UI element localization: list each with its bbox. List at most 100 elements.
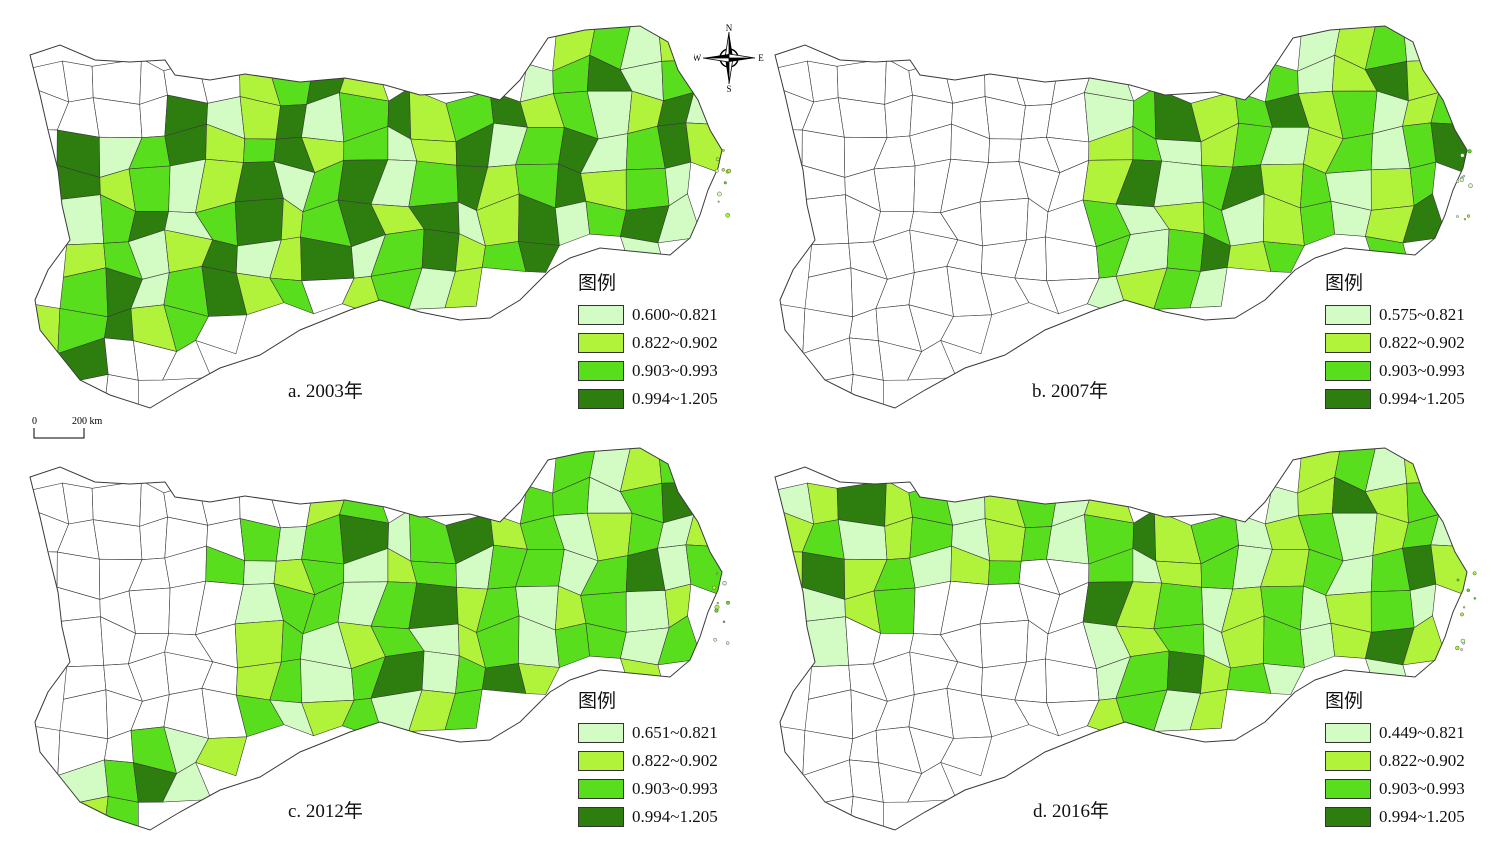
island-region (715, 572, 719, 575)
region-outline (774, 447, 1468, 831)
island-region (722, 620, 726, 624)
map-region (421, 228, 460, 272)
map-region (1263, 241, 1305, 273)
island-region (1462, 606, 1466, 609)
legend-label: 0.903~0.993 (1379, 779, 1465, 798)
legend-label: 0.903~0.993 (632, 779, 718, 798)
island-region (1472, 571, 1477, 576)
map-region (873, 165, 916, 212)
map-legend: 图例 0.651~0.821 0.822~0.902 0.903~0.993 0… (578, 686, 718, 831)
legend-swatch (1325, 361, 1371, 381)
map-region (195, 314, 248, 355)
island-region (717, 200, 720, 203)
island-region (715, 168, 719, 173)
map-region (234, 619, 284, 669)
legend-swatch (578, 807, 624, 827)
choropleth-map (29, 25, 732, 409)
legend-swatch (1325, 305, 1371, 325)
map-region (30, 303, 61, 355)
scale-bar: 0 200 km (32, 416, 103, 439)
legend-swatch (1325, 751, 1371, 771)
island-region (1473, 597, 1476, 600)
island-region (1455, 179, 1460, 183)
legend-label: 0.903~0.993 (632, 361, 718, 380)
legend-item-class2: 0.822~0.902 (578, 747, 718, 775)
legend-label: 0.994~1.205 (632, 389, 718, 408)
island-region (722, 148, 725, 152)
region-outline (29, 25, 723, 409)
map-legend: 图例 0.449~0.821 0.822~0.902 0.903~0.993 0… (1325, 686, 1465, 831)
legend-item-class2: 0.822~0.902 (578, 329, 718, 357)
map-region (804, 796, 854, 830)
map-region (92, 97, 143, 139)
island-region (1456, 578, 1460, 582)
map-region (979, 619, 1029, 669)
map-region (1403, 26, 1440, 62)
map-region (518, 663, 560, 695)
map-region (1189, 267, 1228, 309)
legend-swatch (578, 779, 624, 799)
legend-item-class4: 0.994~1.205 (1325, 385, 1465, 413)
map-region (836, 58, 887, 105)
region-outline (774, 25, 1468, 409)
map-region (837, 519, 888, 561)
island-region (1460, 638, 1466, 644)
island-region (1460, 648, 1463, 652)
map-panel-b: b. 2007年 图例 0.575~0.821 0.822~0.902 0.90… (745, 0, 1490, 422)
map-region (775, 725, 806, 777)
map-region (103, 374, 139, 408)
map-region (658, 448, 695, 484)
map-legend: 图例 0.575~0.821 0.822~0.902 0.903~0.993 0… (1325, 268, 1465, 413)
legend-label: 0.822~0.902 (1379, 333, 1465, 352)
island-region (1466, 588, 1470, 593)
map-region (30, 725, 61, 777)
map-region (408, 582, 459, 630)
map-region (940, 314, 993, 355)
legend-swatch (578, 305, 624, 325)
island-region (725, 212, 731, 218)
legend-label: 0.994~1.205 (632, 807, 718, 826)
map-region (421, 650, 460, 694)
legend-label: 0.651~0.821 (632, 723, 718, 742)
island-region (726, 600, 730, 605)
map-caption: a. 2003年 (288, 381, 363, 402)
legend-label: 0.575~0.821 (1379, 305, 1465, 324)
compass-w: W (694, 53, 702, 63)
legend-title: 图例 (1325, 690, 1364, 712)
island-region (722, 580, 727, 586)
legend-item-class1: 0.600~0.821 (578, 301, 718, 329)
legend-label: 0.600~0.821 (632, 305, 718, 324)
legend-item-class4: 0.994~1.205 (578, 803, 718, 831)
island-region (1467, 149, 1472, 154)
map-region (128, 165, 171, 212)
legend-swatch (578, 389, 624, 409)
legend-swatch (1325, 779, 1371, 799)
island-region (716, 601, 719, 605)
legend-item-class4: 0.994~1.205 (578, 385, 718, 413)
compass-e: E (758, 53, 764, 63)
map-region (104, 337, 139, 381)
map-region (849, 759, 884, 803)
map-region (685, 544, 722, 600)
map-region (848, 796, 884, 830)
choropleth-map (774, 447, 1477, 831)
island-region (1455, 645, 1460, 651)
map-region (408, 160, 459, 208)
island-region (1456, 215, 1459, 218)
island-region (726, 641, 730, 645)
map-region (625, 590, 670, 633)
island-region (1463, 218, 1466, 221)
legend-label: 0.994~1.205 (1379, 389, 1465, 408)
map-region (775, 303, 806, 355)
map-region (988, 138, 1022, 163)
map-region (91, 480, 142, 527)
legend-item-class4: 0.994~1.205 (1325, 803, 1465, 831)
map-region (444, 689, 483, 731)
island-region (715, 157, 720, 162)
choropleth-map (29, 447, 730, 831)
map-region (1189, 689, 1228, 731)
map-region (104, 759, 139, 803)
map-panel-d: d. 2016年 图例 0.449~0.821 0.822~0.902 0.90… (745, 422, 1490, 844)
legend-item-class1: 0.449~0.821 (1325, 719, 1465, 747)
compass-s: S (726, 84, 731, 92)
